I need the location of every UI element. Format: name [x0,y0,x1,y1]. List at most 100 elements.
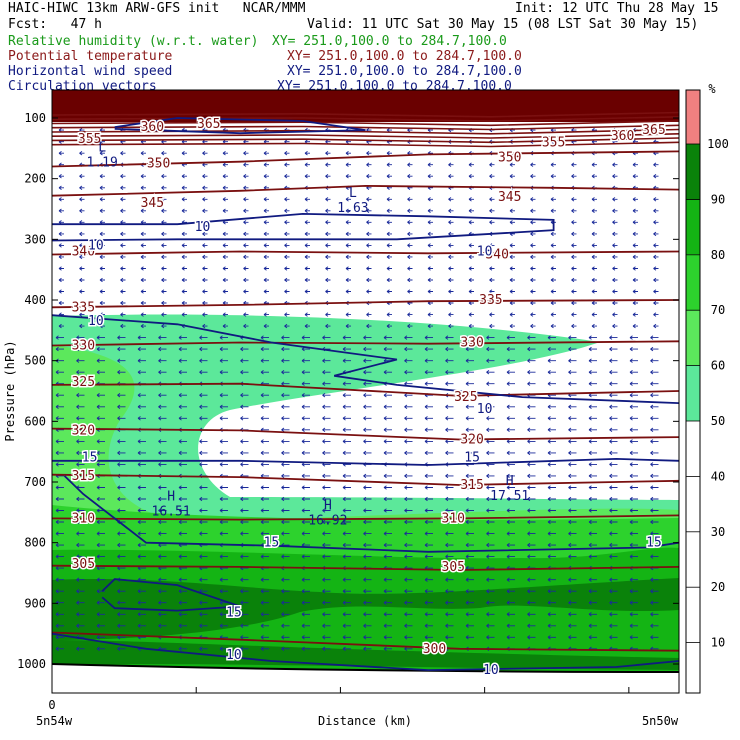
wind-vector [120,300,126,306]
wind-vector [486,381,495,386]
colorbar-segment [686,254,700,310]
wind-vector [383,600,392,605]
wind-vector [79,174,85,179]
wind-vector [404,508,413,513]
wind-vector [530,231,536,237]
wind-vector [342,623,351,628]
wind-vector [612,220,618,225]
wind-vector [509,162,515,167]
wind-vector [99,323,105,329]
colorbar-segment [686,421,700,693]
wind-vector [363,612,372,617]
wind-vector [202,266,208,271]
wind-vector [404,623,413,628]
wind-vector [304,220,310,225]
theta-label: 305 [72,557,95,572]
wind-vector [609,439,618,444]
wind-vector [612,197,618,202]
wind-vector [325,312,331,317]
wind-vector [486,370,495,375]
wind-vector [609,462,618,467]
wind-vector [527,335,536,340]
wind-vector [468,277,474,283]
wind-vector [527,542,536,548]
wind-vector [181,254,187,260]
wind-vector [629,439,638,444]
wind-vector [407,254,413,260]
wind-vector [530,289,536,294]
wind-vector [284,243,290,248]
wind-vector [322,485,331,490]
wind-vector [199,519,208,525]
wind-vector [383,439,392,444]
wind-vector [509,254,515,260]
wind-vector [79,231,85,237]
colorbar-segment [686,200,700,254]
wind-vector [99,254,105,260]
wind-vector [547,635,556,640]
wind-vector [366,289,372,294]
wind-vector [629,381,638,386]
wind-vector [404,589,413,594]
wind-vector [486,554,495,559]
wind-vector [281,508,290,513]
wind-vector [509,208,515,213]
wind-vector [591,277,597,283]
wind-label: 15 [464,451,480,466]
wind-vector [301,485,310,490]
wind-vector [260,358,269,363]
wind-vector [99,185,105,190]
wind-vector [629,416,638,421]
wind-vector [588,381,597,386]
wind-vector [240,577,249,582]
wind-vector [527,358,536,363]
wind-vector [96,462,105,467]
wind-vector [571,266,577,271]
wind-vector [301,416,310,421]
wind-vector [301,473,310,479]
wind-vector [465,416,474,421]
wind-vector [161,174,167,179]
wind-vector [609,577,618,582]
theta-label: 360 [611,129,634,144]
wind-vector [650,623,659,628]
wind-vector [117,600,126,605]
wind-vector [363,589,372,594]
wind-vector [363,370,372,375]
wind-vector [509,277,515,283]
wind-vector [222,162,228,167]
wind-vector [55,393,64,398]
colorbar-tick-label: 100 [707,137,729,151]
wind-vector [345,254,351,260]
wind-vector [407,289,413,294]
wind-vector [222,243,228,248]
wind-vector [96,600,105,605]
wind-vector [650,335,659,340]
wind-vector [222,208,228,213]
wind-vector [363,358,372,363]
wind-vector [76,554,85,559]
wind-vector [363,473,372,479]
extremum-value: 1.63 [337,201,368,216]
wind-vector [158,600,167,605]
wind-vector [304,312,310,317]
wind-vector [629,600,638,605]
theta-label: 320 [72,423,95,438]
wind-vector [427,323,433,329]
colorbar-unit: % [708,82,716,96]
wind-vector [383,577,392,582]
wind-vector [322,600,331,605]
wind-vector [140,208,146,213]
wind-vector [120,151,126,156]
wind-vector [199,612,208,617]
wind-vector [404,600,413,605]
wind-vector [527,462,536,467]
wind-vector [445,635,454,640]
wind-vector [301,370,310,375]
wind-vector [386,162,392,167]
wind-vector [120,208,126,213]
wind-vector [178,450,187,456]
wind-vector [527,485,536,490]
wind-vector [55,450,64,456]
wind-vector [281,404,290,409]
